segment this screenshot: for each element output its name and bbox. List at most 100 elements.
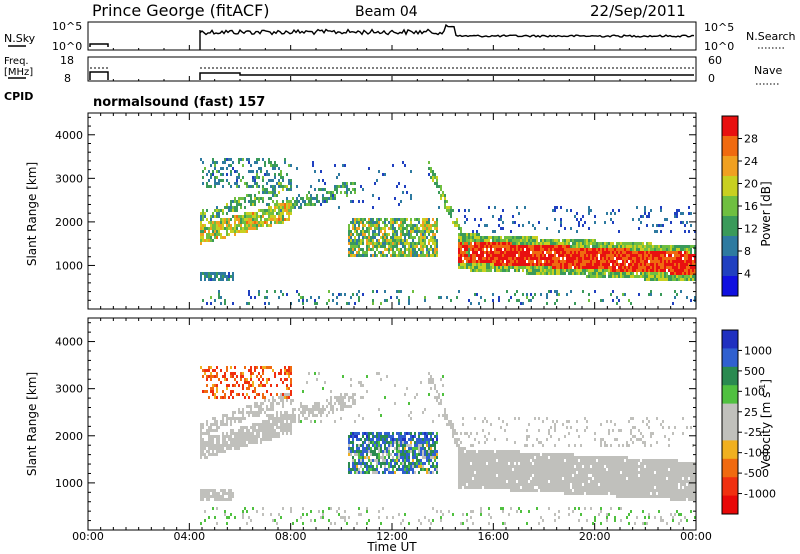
data-cell <box>482 453 484 456</box>
data-cell <box>404 444 406 447</box>
data-cell <box>378 510 380 513</box>
data-cell <box>316 405 318 408</box>
data-cell <box>436 248 438 251</box>
data-cell <box>216 444 218 447</box>
data-cell <box>414 224 416 227</box>
data-cell <box>218 221 220 224</box>
data-cell <box>674 215 676 218</box>
data-cell <box>214 236 216 239</box>
data-cell <box>592 242 594 245</box>
data-cell <box>618 209 620 212</box>
data-cell <box>654 266 656 269</box>
data-cell <box>348 188 350 191</box>
data-cell <box>436 230 438 233</box>
data-cell <box>570 254 572 257</box>
data-cell <box>214 215 216 218</box>
data-cell <box>528 263 530 266</box>
data-cell <box>472 465 474 468</box>
data-cell <box>516 239 518 242</box>
data-cell <box>246 224 248 227</box>
data-cell <box>260 423 262 426</box>
data-cell <box>596 242 598 245</box>
data-cell <box>216 233 218 236</box>
data-cell <box>530 456 532 459</box>
data-cell <box>470 510 472 513</box>
data-cell <box>654 257 656 260</box>
data-cell <box>534 269 536 272</box>
data-cell <box>492 480 494 483</box>
data-cell <box>260 429 262 432</box>
data-cell <box>346 188 348 191</box>
data-cell <box>256 366 258 369</box>
data-cell <box>686 275 688 278</box>
data-cell <box>530 248 532 251</box>
data-cell <box>454 438 456 441</box>
data-cell <box>576 212 578 215</box>
data-cell <box>526 254 528 257</box>
data-cell <box>426 468 428 471</box>
data-cell <box>408 230 410 233</box>
data-cell <box>438 393 440 396</box>
data-cell <box>238 393 240 396</box>
data-cell <box>264 188 266 191</box>
data-cell <box>450 212 452 215</box>
data-cell <box>436 242 438 245</box>
data-cell <box>352 444 354 447</box>
data-cell <box>638 254 640 257</box>
data-cell <box>336 399 338 402</box>
data-cell <box>228 444 230 447</box>
data-cell <box>624 245 626 248</box>
data-cell <box>680 248 682 251</box>
data-cell <box>586 242 588 245</box>
data-cell <box>534 236 536 239</box>
data-cell <box>496 260 498 263</box>
data-cell <box>262 435 264 438</box>
data-cell <box>288 393 290 396</box>
data-cell <box>502 522 504 525</box>
data-cell <box>438 396 440 399</box>
data-cell <box>368 242 370 245</box>
data-cell <box>224 378 226 381</box>
data-cell <box>486 269 488 272</box>
data-cell <box>344 182 346 185</box>
data-cell <box>218 444 220 447</box>
data-cell <box>666 245 668 248</box>
data-cell <box>400 441 402 444</box>
data-cell <box>224 510 226 513</box>
data-cell <box>560 266 562 269</box>
data-cell <box>596 254 598 257</box>
data-cell <box>254 224 256 227</box>
data-cell <box>282 381 284 384</box>
data-cell <box>538 456 540 459</box>
data-cell <box>426 254 428 257</box>
data-cell <box>588 266 590 269</box>
data-cell <box>598 260 600 263</box>
data-cell <box>440 197 442 200</box>
data-cell <box>234 432 236 435</box>
data-cell <box>252 224 254 227</box>
data-cell <box>452 513 454 516</box>
data-cell <box>516 290 518 293</box>
data-cell <box>210 164 212 167</box>
data-cell <box>502 471 504 474</box>
data-cell <box>254 426 256 429</box>
data-cell <box>540 486 542 489</box>
data-cell <box>382 251 384 254</box>
data-cell <box>280 203 282 206</box>
data-cell <box>474 453 476 456</box>
data-cell <box>466 233 468 236</box>
data-cell <box>336 396 338 399</box>
data-cell <box>602 248 604 251</box>
data-cell <box>690 212 692 215</box>
data-cell <box>598 272 600 275</box>
data-cell <box>212 233 214 236</box>
data-cell <box>546 269 548 272</box>
data-cell <box>530 245 532 248</box>
data-cell <box>534 251 536 254</box>
data-cell <box>532 224 534 227</box>
data-cell <box>272 188 274 191</box>
data-cell <box>650 209 652 212</box>
data-cell <box>630 248 632 251</box>
data-cell <box>478 245 480 248</box>
data-cell <box>376 239 378 242</box>
